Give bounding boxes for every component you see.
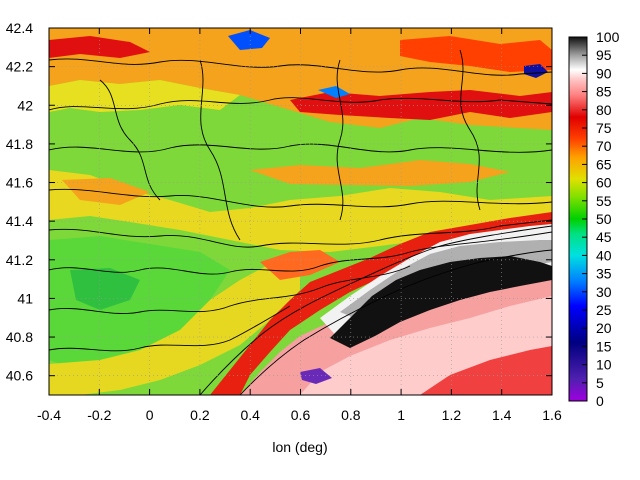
colorbar-tick-label: 15 [596,338,612,354]
colorbar-tick-label: 100 [596,29,620,45]
colorbar-tick-label: 40 [596,247,612,263]
contour-line [49,143,552,153]
plot-area [49,28,552,395]
x-tick-label: -0.2 [87,407,111,423]
heat-region-blue-spot-3 [318,86,350,98]
y-axis: 40.6 40.8 41 41.2 41.4 41.6 41.8 42 42.2 42.4 [6,20,552,384]
contour-line [49,265,411,314]
y-tick-label: 41.4 [6,213,33,229]
colorbar-tick-label: 30 [596,284,612,300]
x-tick-label: 1 [397,407,405,423]
colorbar-tick-label: 35 [596,266,612,282]
x-axis: -0.4 -0.2 0 0.2 0.4 0.6 0.8 1 1.2 1.4 1.6 [37,28,562,423]
heat-region-green-dark [70,268,140,310]
y-tick-label: 41 [17,290,33,306]
y-tick-label: 42.4 [6,20,33,36]
colorbar-tick-label: 20 [596,320,612,336]
heat-region-mid-yellow [49,170,552,252]
x-tick-label: 0.8 [341,407,361,423]
colorbar-tick-label: 25 [596,302,612,318]
y-tick-label: 42 [17,97,33,113]
contour-line [336,59,344,221]
contour-line [49,305,291,352]
heat-region-north-red-2 [49,36,150,58]
y-tick-label: 41.8 [6,136,33,152]
colorbar-tick-label: 95 [596,47,612,63]
heat-region-green-west [49,236,230,364]
heat-region-mid-orange-2 [250,160,510,186]
contour-line [49,97,552,111]
colorbar-tick-label: 65 [596,156,612,172]
contour-line [49,219,552,248]
colorbar-tick-label: 45 [596,229,612,245]
x-tick-label: 0 [146,407,154,423]
contour-line [49,188,552,208]
x-tick-label: 0.2 [190,407,210,423]
heat-region-mid-orange [62,178,150,205]
x-tick-label: -0.4 [37,407,61,423]
heat-region-coast-orange [260,250,340,280]
y-tick-label: 41.6 [6,175,33,191]
colorbar-tick-label: 5 [596,375,604,391]
contour-line [239,249,552,395]
colorbar-axis: 0 5 10 15 20 25 30 35 40 45 50 55 60 65 70 75 80 85 90 95 10… [582,29,620,409]
colorbar-tick-label: 50 [596,211,612,227]
x-tick-label: 1.4 [492,407,512,423]
heat-region-sea-red [420,346,552,395]
x-tick-label: 0.4 [240,407,260,423]
colorbar-tick-label: 85 [596,84,612,100]
x-tick-label: 0.6 [291,407,311,423]
contour-line [99,79,161,201]
heat-region-black-band [330,256,552,348]
contour-line [199,59,241,241]
colorbar-tick-label: 90 [596,65,612,81]
y-tick-label: 40.6 [6,368,33,384]
heat-region-yellow-coast [49,256,300,395]
heat-region-purple-spot [300,368,332,384]
contour-lines [49,49,552,395]
colorbar-tick-label: 55 [596,193,612,209]
contour-line [459,49,481,211]
heat-region-north-red-3 [400,36,552,72]
heat-region-blue-spot-1 [228,30,270,50]
x-tick-label: 1.2 [442,407,462,423]
x-axis-label: lon (deg) [272,439,327,455]
contour-line [199,225,552,395]
y-tick-label: 42.2 [6,59,33,75]
colorbar-tick-label: 0 [596,393,604,409]
y-tick-label: 40.8 [6,329,33,345]
heat-region-north-yellow [49,80,240,112]
y-tick-label: 41.2 [6,252,33,268]
colorbar-tick-label: 10 [596,357,612,373]
colorbar-tick-label: 70 [596,138,612,154]
x-tick-label: 1.6 [542,407,562,423]
colorbar-tick-label: 80 [596,102,612,118]
heat-region-blue-spot-2 [524,64,548,78]
colorbar-tick-label: 60 [596,175,612,191]
colorbar-tick-label: 75 [596,120,612,136]
contour-line [49,58,552,76]
